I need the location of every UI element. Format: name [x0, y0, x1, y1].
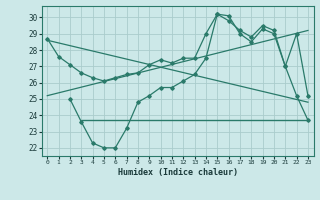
X-axis label: Humidex (Indice chaleur): Humidex (Indice chaleur)	[118, 168, 237, 177]
